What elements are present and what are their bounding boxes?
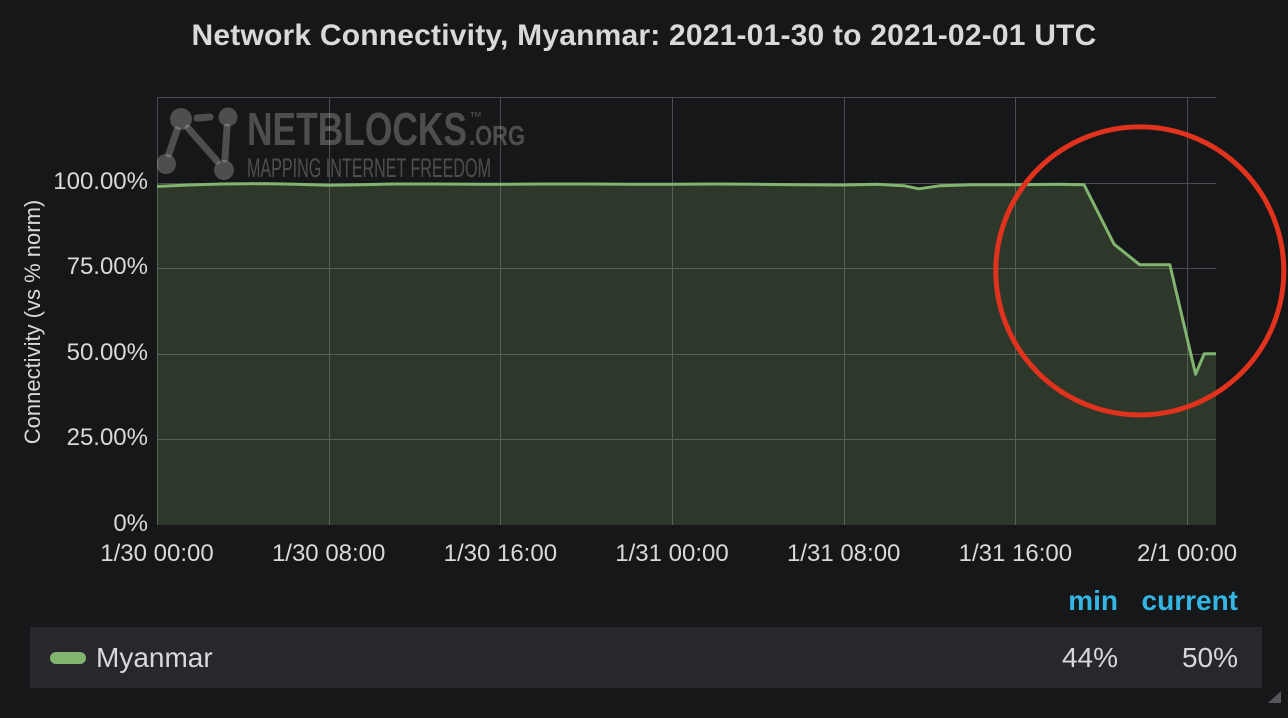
series-color-swatch[interactable] [50, 652, 86, 664]
y-tick-label: 0% [113, 510, 148, 537]
legend-min-value: 44% [1061, 642, 1118, 673]
y-tick-label: 100.00% [53, 167, 148, 195]
watermark-suffix: .ORG [469, 120, 525, 151]
plot-area[interactable]: NETBLOCKS ™ .ORG MAPPING INTERNET FREEDO… [157, 97, 1216, 525]
legend-header-min[interactable]: min [1068, 585, 1118, 616]
panel-resize-handle[interactable] [1268, 691, 1281, 703]
x-tick-label: 1/31 08:00 [786, 540, 901, 567]
watermark-trademark: ™ [469, 109, 482, 124]
x-tick-label: 1/31 16:00 [958, 540, 1073, 567]
netblocks-watermark: NETBLOCKS ™ .ORG MAPPING INTERNET FREEDO… [157, 103, 525, 183]
x-tick-label: 1/30 00:00 [100, 540, 214, 567]
legend-row: Myanmar 44% 50% [30, 627, 1262, 688]
legend-current-value: 50% [1181, 642, 1238, 673]
x-tick-label: 1/30 08:00 [271, 540, 386, 567]
watermark-tagline: MAPPING INTERNET FREEDOM [247, 153, 491, 183]
y-tick-label: 25.00% [66, 424, 148, 452]
watermark-brand: NETBLOCKS [247, 103, 467, 155]
legend-header-current[interactable]: current [1141, 585, 1238, 616]
x-tick-label: 1/30 16:00 [443, 540, 558, 567]
series-label[interactable]: Myanmar [96, 642, 213, 673]
y-axis-title: Connectivity (vs % norm) [20, 199, 45, 445]
y-tick-label: 75.00% [66, 253, 148, 281]
legend-headers: min current [0, 586, 1288, 616]
panel-title: Network Connectivity, Myanmar: 2021-01-3… [191, 19, 1097, 52]
y-tick-label: 50.00% [66, 338, 148, 366]
netblocks-logo-icon [157, 107, 238, 180]
x-tick-label: 1/31 00:00 [615, 540, 729, 567]
x-tick-label: 2/1 00:00 [1136, 540, 1238, 567]
